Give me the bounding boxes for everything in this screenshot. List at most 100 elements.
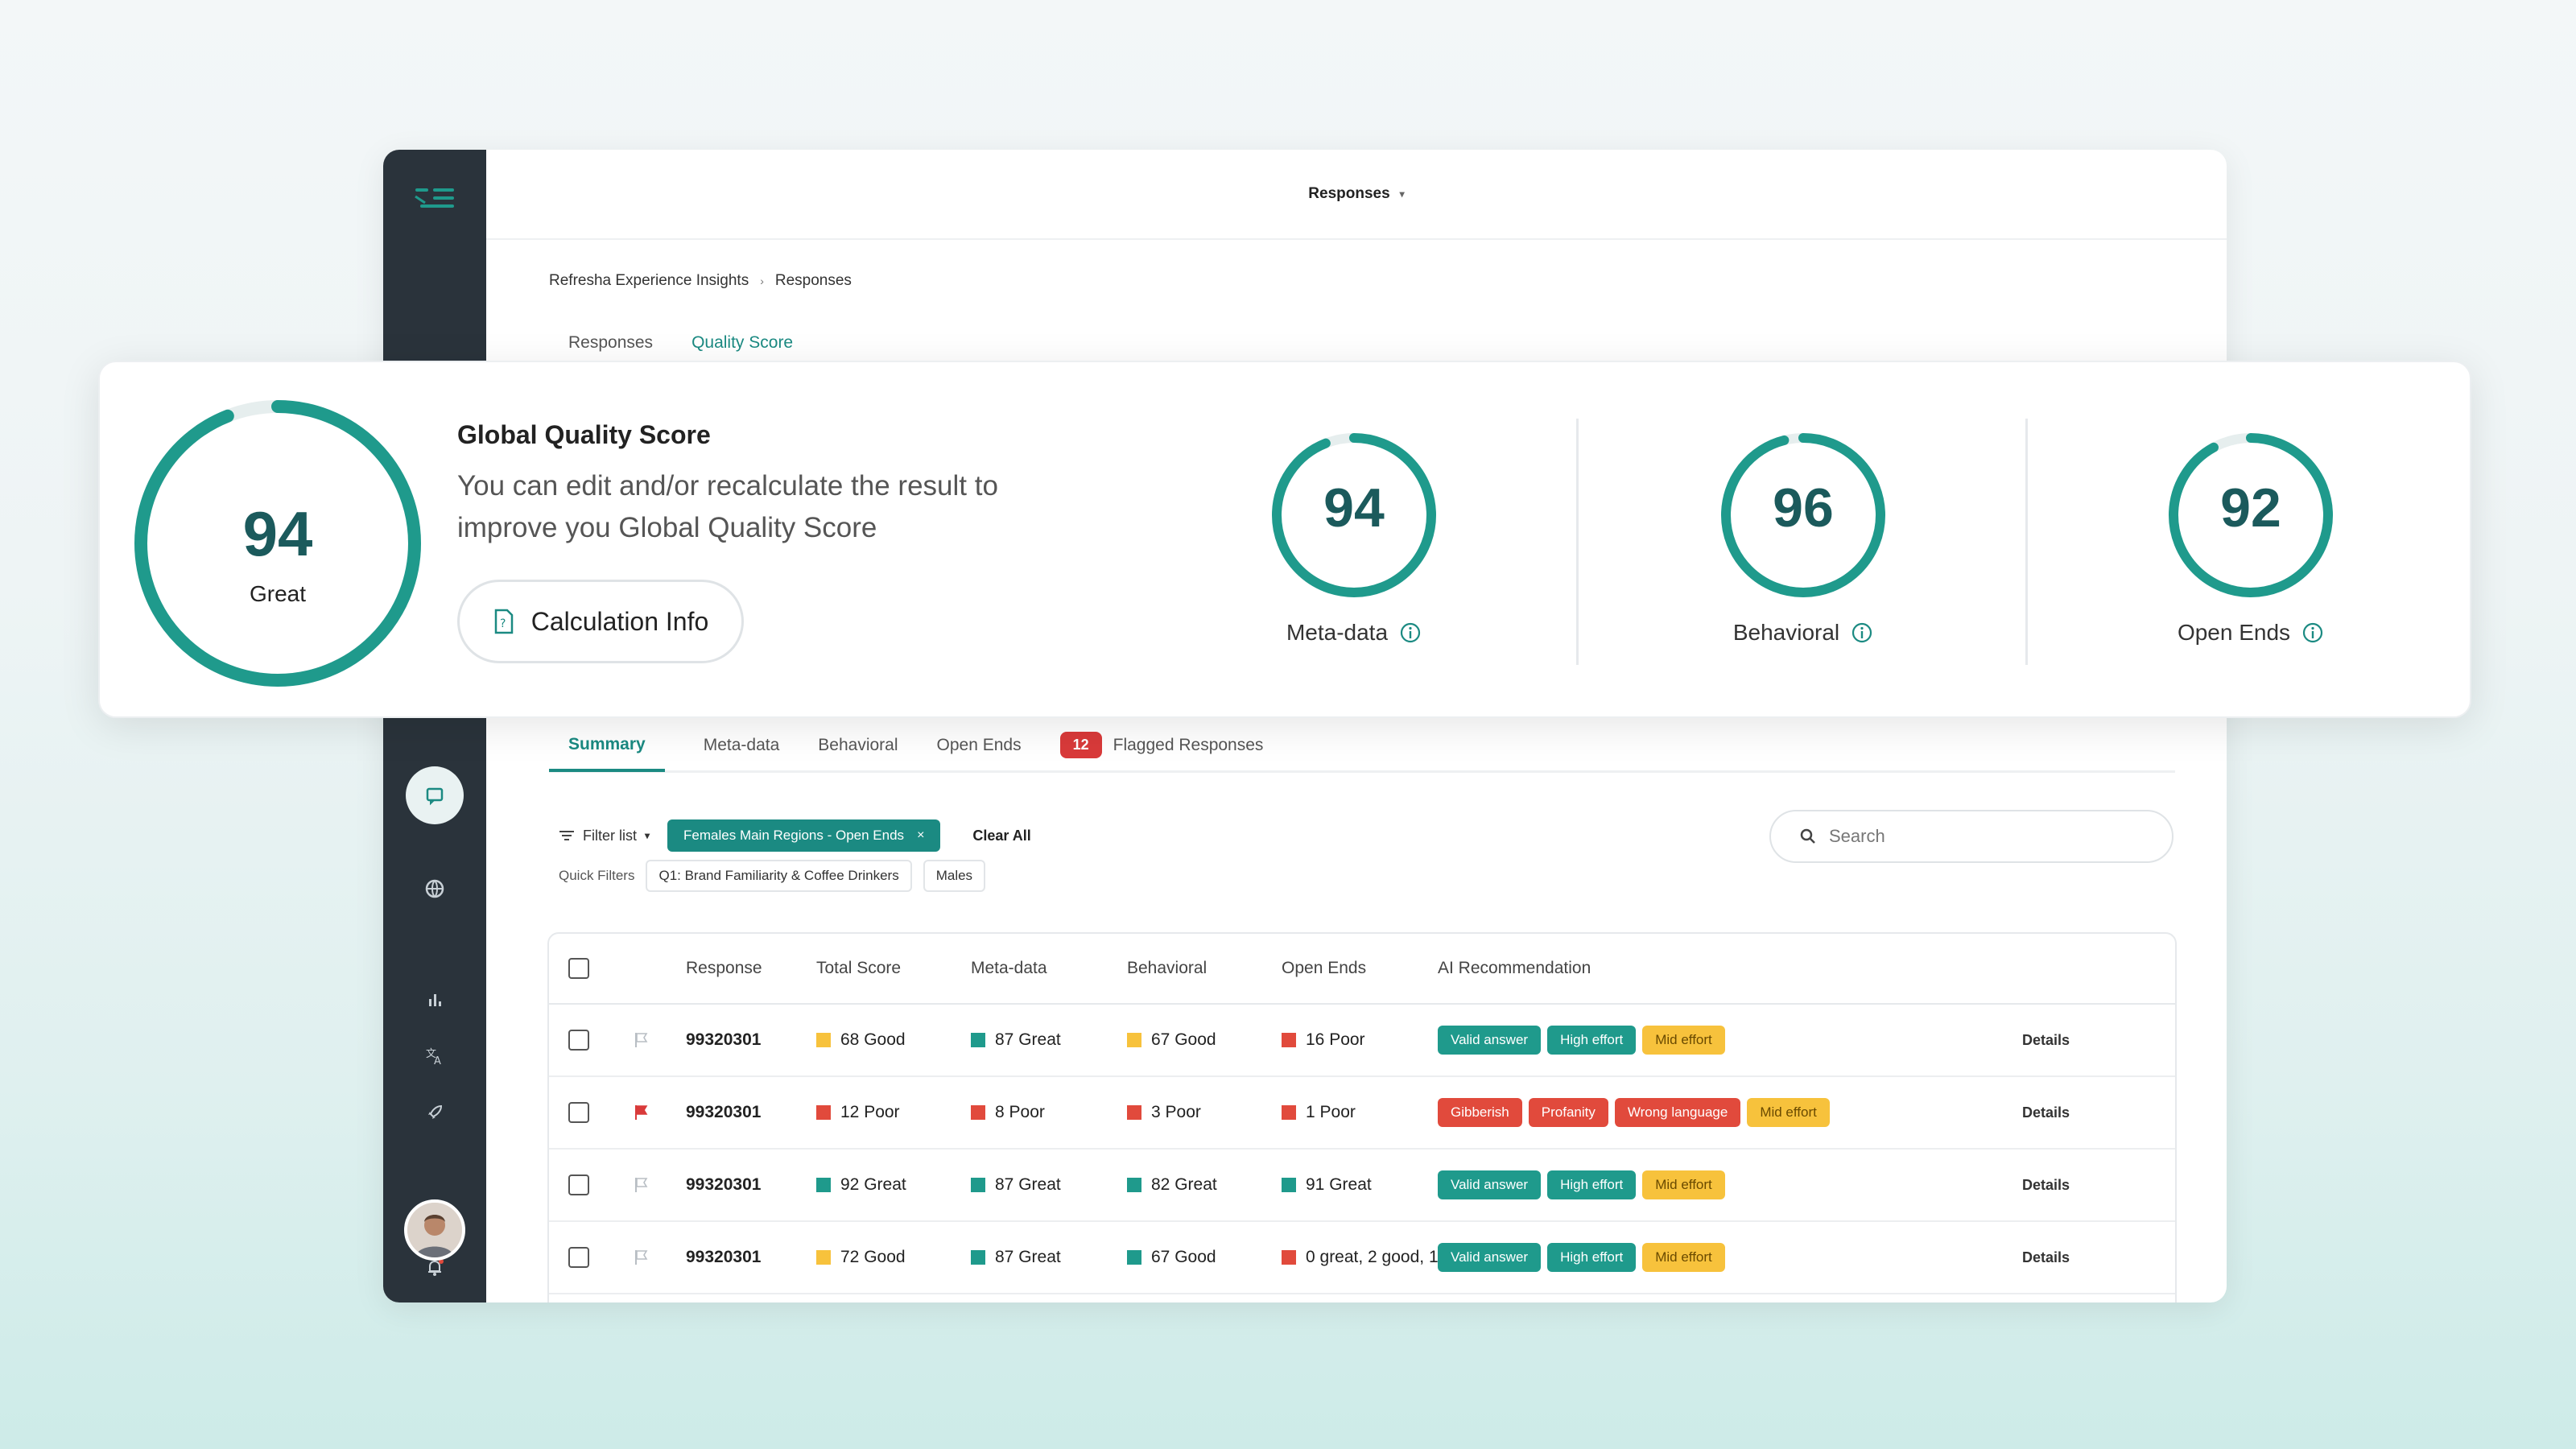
flag-icon[interactable] [633, 1249, 649, 1266]
header-meta-data[interactable]: Meta-data [971, 959, 1047, 977]
tab-open-ends[interactable]: Open Ends [936, 735, 1022, 754]
behavioral-score-text: 82 Great [1151, 1175, 1217, 1194]
total-score: 68 Good [816, 1030, 906, 1050]
rocket-icon[interactable] [415, 1093, 454, 1132]
table-row[interactable]: 99320301 72 Good 87 Great 67 Good 0 great, 2… [549, 1222, 2175, 1294]
flag-icon[interactable] [633, 1104, 649, 1121]
total-score-text: 92 Great [840, 1175, 906, 1194]
meta-data-ring [1272, 433, 1436, 597]
sub-tabs: Summary Meta-data Behavioral Open Ends 1… [549, 720, 2175, 773]
tab-meta-data[interactable]: Meta-data [703, 735, 780, 754]
search-icon [1800, 828, 1815, 844]
flag-cell [633, 1031, 649, 1049]
info-icon[interactable] [1851, 621, 1873, 644]
row-checkbox[interactable] [568, 1247, 589, 1268]
details-link[interactable]: Details [2022, 1176, 2070, 1193]
header-ai-recommendation[interactable]: AI Recommendation [1438, 959, 1591, 977]
details-link[interactable]: Details [2022, 1104, 2070, 1121]
meta-data-score: 94 Meta-data [1233, 419, 1475, 660]
responses-dropdown[interactable]: Responses ▾ [1308, 185, 1404, 203]
global-score-ring [134, 400, 421, 687]
sidebar: 文A ? [383, 150, 486, 1302]
tab-flagged-responses[interactable]: 12 Flagged Responses [1059, 720, 1263, 770]
score-indicator [971, 1250, 985, 1265]
global-quality-title: Global Quality Score [457, 420, 711, 449]
header-response[interactable]: Response [686, 959, 762, 977]
divider [1576, 419, 1579, 665]
sidebar-item-responses[interactable] [406, 766, 464, 824]
close-icon[interactable]: × [917, 828, 925, 842]
flag-icon[interactable] [633, 1176, 649, 1194]
global-score-value: 94 [242, 498, 313, 569]
open-ends-score-value: 92 [2220, 477, 2281, 539]
breadcrumb-current: Responses [774, 272, 852, 289]
score-indicator [971, 1178, 985, 1192]
calculation-info-button[interactable]: ? Calculation Info [457, 580, 744, 663]
table-row[interactable]: 99320301 12 Poor 8 Poor 3 Poor 1 Poor Gibberi… [549, 1077, 2175, 1150]
info-icon[interactable] [1399, 621, 1422, 644]
open-ends-label: Open Ends [2177, 620, 2291, 645]
score-indicator [816, 1033, 831, 1047]
tab-responses[interactable]: Responses [568, 333, 654, 352]
open-ends-label-row: Open Ends [2130, 620, 2372, 646]
header-total-score[interactable]: Total Score [816, 959, 902, 977]
info-icon[interactable] [2301, 621, 2324, 644]
filter-list-button[interactable]: Filter list ▾ [559, 828, 650, 844]
table-row[interactable]: 99320301 68 Good 87 Great 67 Good 16 Poor Val… [549, 1005, 2175, 1077]
ai-recommendation-tags: Valid answer High effort Mid effort [1438, 1243, 1725, 1272]
table-row[interactable]: 99320301 92 Great 87 Great 82 Great 91 Great… [549, 1150, 2175, 1222]
row-checkbox-cell [568, 1247, 589, 1268]
response-id[interactable]: 99320301 [686, 1103, 762, 1121]
quick-filters-label: Quick Filters [559, 868, 635, 883]
open-ends-score: 0 great, 2 good, 1 [1282, 1248, 1439, 1267]
help-icon[interactable]: ? [415, 1298, 454, 1302]
score-indicator [1127, 1178, 1141, 1192]
search-input[interactable]: Search [1769, 810, 2174, 863]
topbar-title: Responses [1308, 185, 1390, 202]
response-id[interactable]: 99320301 [686, 1175, 762, 1194]
row-checkbox[interactable] [568, 1174, 589, 1195]
chevron-right-icon: › [760, 275, 764, 287]
behavioral-label-row: Behavioral [1682, 620, 1924, 646]
response-id[interactable]: 99320301 [686, 1030, 762, 1049]
open-ends-score: 1 Poor [1282, 1103, 1356, 1122]
meta-data-score-text: 87 Great [995, 1248, 1061, 1266]
open-ends-score-text: 1 Poor [1306, 1103, 1356, 1121]
details-link[interactable]: Details [2022, 1249, 2070, 1265]
row-checkbox[interactable] [568, 1030, 589, 1051]
score-indicator [1127, 1105, 1141, 1120]
score-indicator [971, 1105, 985, 1120]
header-behavioral[interactable]: Behavioral [1127, 959, 1208, 977]
details-link[interactable]: Details [2022, 1031, 2070, 1048]
quick-filter-chip[interactable]: Q1: Brand Familiarity & Coffee Drinkers [646, 860, 912, 892]
flag-icon[interactable] [633, 1031, 649, 1049]
score-indicator [1127, 1033, 1141, 1047]
app-logo[interactable] [411, 182, 459, 214]
score-indicator [971, 1033, 985, 1047]
tab-quality-score[interactable]: Quality Score [691, 333, 794, 352]
tab-behavioral[interactable]: Behavioral [818, 735, 898, 754]
row-checkbox[interactable] [568, 1102, 589, 1123]
tab-summary[interactable]: Summary [549, 721, 665, 772]
active-filter-chip[interactable]: Females Main Regions - Open Ends × [667, 819, 941, 852]
meta-data-score-text: 87 Great [995, 1175, 1061, 1194]
quick-filter-chip[interactable]: Males [923, 860, 986, 892]
table-header: Response Total Score Meta-data Behaviora… [549, 934, 2175, 1005]
open-ends-score-text: 0 great, 2 good, 1 [1306, 1248, 1439, 1266]
ai-recommendation-tags: Valid answer High effort Mid effort [1438, 1170, 1725, 1199]
header-open-ends[interactable]: Open Ends [1282, 959, 1367, 977]
bell-icon[interactable] [415, 1248, 454, 1286]
avatar[interactable] [404, 1199, 465, 1261]
bar-chart-icon[interactable] [415, 980, 454, 1019]
recommendation-tag: High effort [1547, 1170, 1637, 1199]
select-all-checkbox[interactable] [568, 958, 589, 979]
meta-data-score-value: 94 [1323, 477, 1385, 539]
globe-icon[interactable] [415, 869, 454, 908]
clear-all-button[interactable]: Clear All [972, 827, 1031, 844]
breadcrumb-root[interactable]: Refresha Experience Insights [549, 272, 749, 289]
filter-icon [559, 831, 574, 840]
row-checkbox-cell [568, 1030, 589, 1051]
score-indicator [1282, 1178, 1296, 1192]
response-id[interactable]: 99320301 [686, 1248, 762, 1266]
